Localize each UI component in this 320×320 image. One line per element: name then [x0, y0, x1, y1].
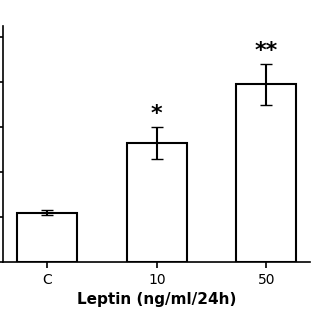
Bar: [17, 213, 77, 262]
Text: *: *: [151, 104, 163, 124]
Bar: [236, 84, 296, 262]
Text: **: **: [255, 41, 278, 60]
Bar: [127, 143, 187, 262]
X-axis label: Leptin (ng/ml/24h): Leptin (ng/ml/24h): [77, 292, 236, 308]
